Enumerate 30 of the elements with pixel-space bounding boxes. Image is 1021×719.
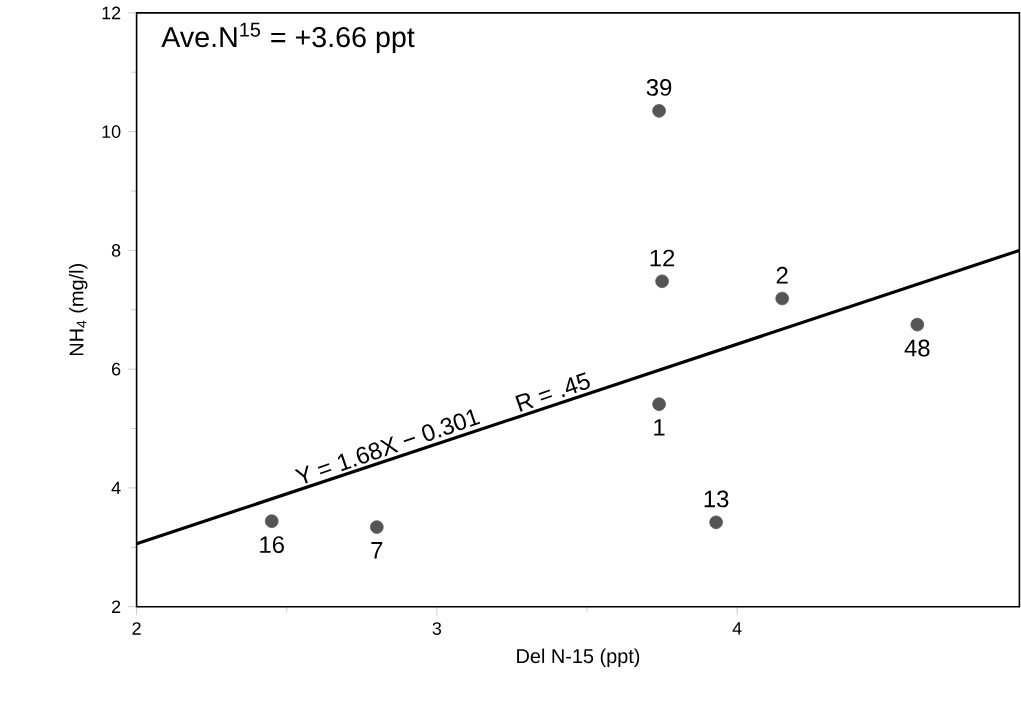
x-axis-title: Del N-15 (ppt) [517,648,640,668]
y-tick-label: 12 [102,6,121,20]
annotation: 12 [650,249,675,267]
point [652,104,666,118]
point [910,317,925,332]
point [370,520,384,534]
x-tick-label: 3 [432,622,442,635]
y-axis-title: NH$_{4}$ (mg/l) [68,264,88,356]
point [709,515,723,530]
y-tick-label: 6 [112,362,121,376]
y-tick-label: 2 [112,600,121,614]
x-tick-label: 4 [732,622,742,635]
annotation: Ave.N$^{15}$ = +3.66 ppt [161,22,415,53]
annotation: 7 [371,542,383,559]
y-tick-label: 8 [111,244,121,257]
point [775,291,789,306]
point [264,514,279,529]
annotation: 13 [704,490,729,508]
x-tick-label: 2 [132,622,141,635]
point [655,274,669,289]
annotation: 16 [260,536,284,554]
y-tick-label: 10 [102,125,121,139]
point [652,397,666,412]
annotation: 39 [646,79,672,96]
annotation: Y = 1.68X − 0.301 [294,409,481,484]
annotation: R = .45 [515,372,590,412]
y-tick-label: 4 [111,481,121,495]
annotation: 48 [904,339,930,357]
annotation: 1 [654,419,665,436]
annotation: 2 [776,266,788,284]
